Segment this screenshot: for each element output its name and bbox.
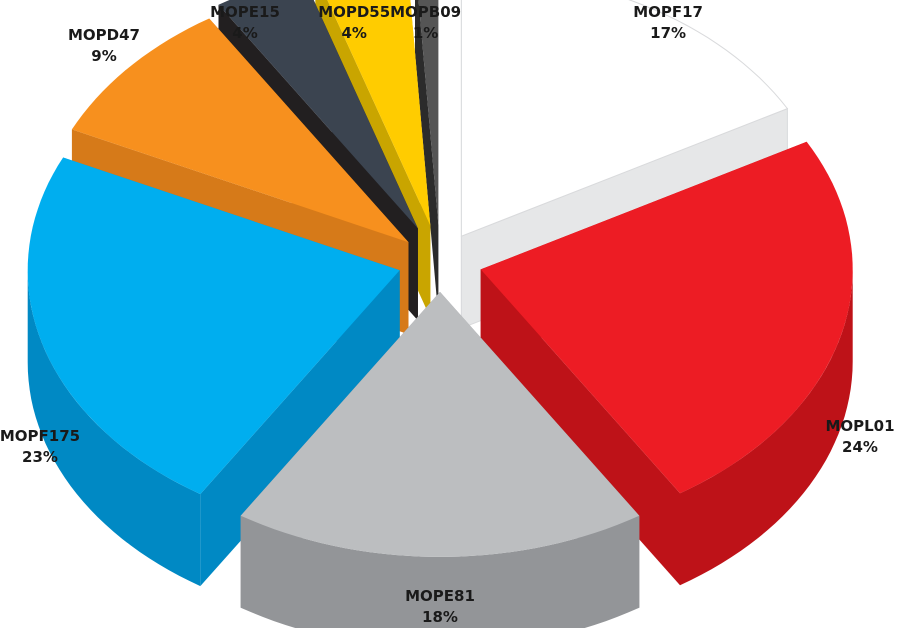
- slice-top-face: [218, 0, 418, 229]
- slice-top-face: [327, 0, 431, 226]
- pie-slice-mopb09: [415, 0, 439, 317]
- slice-label-mopd55: MOPD55 4%: [318, 2, 390, 44]
- slice-name: MOPD47: [68, 25, 140, 44]
- slice-name: MOPF17: [633, 3, 703, 21]
- slice-outer-wall: [27, 270, 201, 587]
- slice-label-mopl01: MOPL01 24%: [825, 416, 894, 458]
- slice-percent: 18%: [422, 608, 458, 626]
- slice-percent: 4%: [232, 24, 258, 42]
- slice-name: MOPB09: [390, 3, 462, 21]
- slice-label-mopd47: MOPD47 9%: [68, 25, 140, 67]
- slice-name: MOPD55: [318, 3, 391, 21]
- slice-label-mopb09: MOPB09 1%: [390, 2, 461, 44]
- slices-layer: [27, 0, 853, 628]
- slice-label-mope81: MOPE81 18%: [405, 586, 475, 628]
- slice-label-mopf17: MOPF17 17%: [633, 2, 703, 44]
- slice-percent: 1%: [412, 24, 439, 42]
- slice-name: MOPF175: [0, 426, 81, 445]
- slice-outer-wall: [680, 269, 853, 586]
- slice-outer-wall: [240, 515, 640, 628]
- slice-percent: 4%: [341, 24, 367, 42]
- slice-percent: 23%: [22, 447, 58, 466]
- slice-side-face: [415, 0, 439, 317]
- slice-top-face: [71, 18, 409, 243]
- slice-name: MOPL01: [825, 416, 895, 435]
- slice-top-face: [480, 141, 853, 494]
- slice-name: MOPE81: [405, 587, 475, 605]
- slice-top-face: [418, 0, 439, 225]
- slice-name: MOPE15: [210, 3, 280, 21]
- slice-percent: 9%: [91, 46, 117, 65]
- slice-top-face: [240, 291, 640, 557]
- slice-percent: 24%: [842, 437, 878, 456]
- slice-label-mopf175: MOPF175 23%: [0, 426, 80, 468]
- pie-slice-mope81: [240, 291, 640, 628]
- slice-label-mope15: MOPE15 4%: [210, 2, 280, 44]
- slice-percent: 17%: [650, 24, 687, 42]
- slice-top-face: [460, 0, 789, 237]
- slice-top-face: [27, 157, 400, 495]
